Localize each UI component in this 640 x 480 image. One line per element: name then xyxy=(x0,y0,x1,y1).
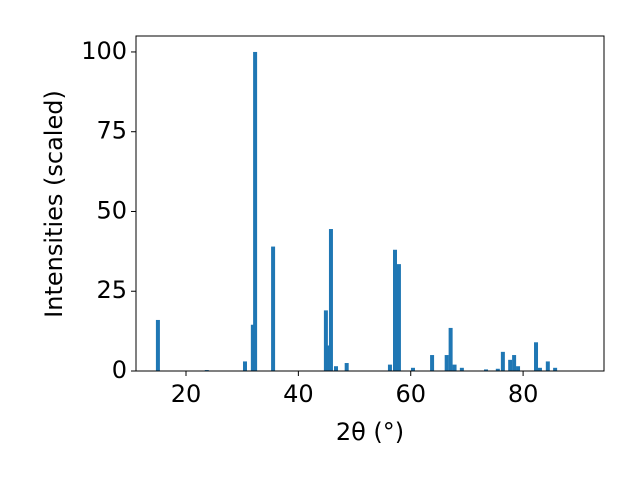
bar xyxy=(545,361,550,371)
bar xyxy=(534,342,539,371)
y-tick-label: 75 xyxy=(96,117,127,145)
y-axis-label: Intensities (scaled) xyxy=(40,90,68,318)
bar xyxy=(250,324,255,371)
x-tick-label: 20 xyxy=(171,380,202,408)
bar xyxy=(484,369,489,371)
x-tick-label: 40 xyxy=(283,380,314,408)
bar xyxy=(328,229,333,371)
bar xyxy=(344,363,349,371)
bar xyxy=(410,367,415,371)
bar xyxy=(393,249,398,371)
y-tick-label: 25 xyxy=(96,276,127,304)
plot-frame xyxy=(135,35,605,372)
bar xyxy=(444,355,449,371)
x-axis-label: 2θ (°) xyxy=(336,418,404,446)
bar xyxy=(323,310,328,371)
bar xyxy=(430,355,435,371)
bar xyxy=(512,355,517,371)
y-tick-label: 50 xyxy=(96,196,127,224)
bar xyxy=(448,327,453,371)
bar xyxy=(508,359,513,371)
bar xyxy=(271,246,276,371)
bar xyxy=(387,364,392,371)
bar xyxy=(396,264,401,371)
x-tick-label: 60 xyxy=(395,380,426,408)
y-tick-label: 0 xyxy=(112,356,127,384)
bar xyxy=(334,366,339,371)
bar xyxy=(537,367,542,371)
bar xyxy=(553,367,558,371)
bar xyxy=(242,361,247,371)
x-tick-label: 80 xyxy=(508,380,539,408)
bar xyxy=(253,51,258,371)
bar xyxy=(452,364,457,371)
bar xyxy=(495,368,500,371)
bar xyxy=(155,319,160,371)
bar xyxy=(326,345,331,371)
bar xyxy=(516,366,521,371)
bar xyxy=(500,351,505,371)
bar xyxy=(459,367,464,371)
y-tick-label: 100 xyxy=(81,37,127,65)
